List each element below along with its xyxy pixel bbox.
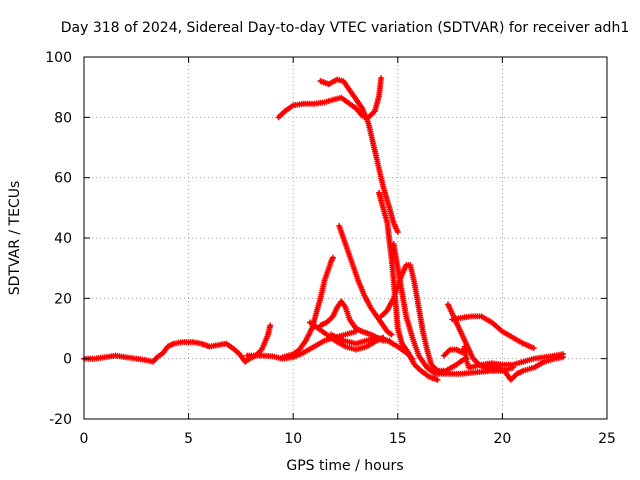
y-tick-label: 80 [54,110,72,126]
series-markers [449,313,537,352]
series-arc-8 [306,319,387,353]
series-arc-13 [440,343,567,371]
series-markers [279,254,336,361]
series-arc-15 [449,313,537,352]
series-markers [440,343,567,371]
x-tick-label: 5 [184,431,193,447]
series-arc-10 [317,298,393,344]
series-markers [336,222,395,338]
y-axis-label: SDTVAR / TECUs [7,181,23,296]
series-markers [317,298,393,344]
grid [84,57,607,419]
x-tick-label: 0 [80,431,89,447]
series-layer [81,75,567,383]
y-tick-label: 0 [63,352,72,368]
x-tick-label: 10 [284,431,302,447]
series-arc-3 [279,254,336,361]
y-tick-label: 40 [54,231,72,247]
x-tick-label: 15 [389,431,407,447]
y-tick-label: 60 [54,171,72,187]
series-markers [317,76,401,235]
y-tick-label: -20 [49,412,72,428]
ticks: 0 5 10 15 20 25 -20 0 20 40 60 80 100 [45,50,616,447]
series-arc-1 [81,322,274,365]
series-arc-7 [336,222,395,338]
x-tick-label: 20 [493,431,511,447]
series-markers [482,354,567,383]
x-tick-label: 25 [598,431,616,447]
series-markers [81,322,274,365]
x-axis-label: GPS time / hours [286,458,403,474]
series-arc-16 [482,354,567,383]
series-arc-5 [317,76,401,235]
y-tick-label: 100 [45,50,72,66]
y-tick-label: 20 [54,291,72,307]
chart-title: Day 318 of 2024, Sidereal Day-to-day VTE… [61,20,629,36]
